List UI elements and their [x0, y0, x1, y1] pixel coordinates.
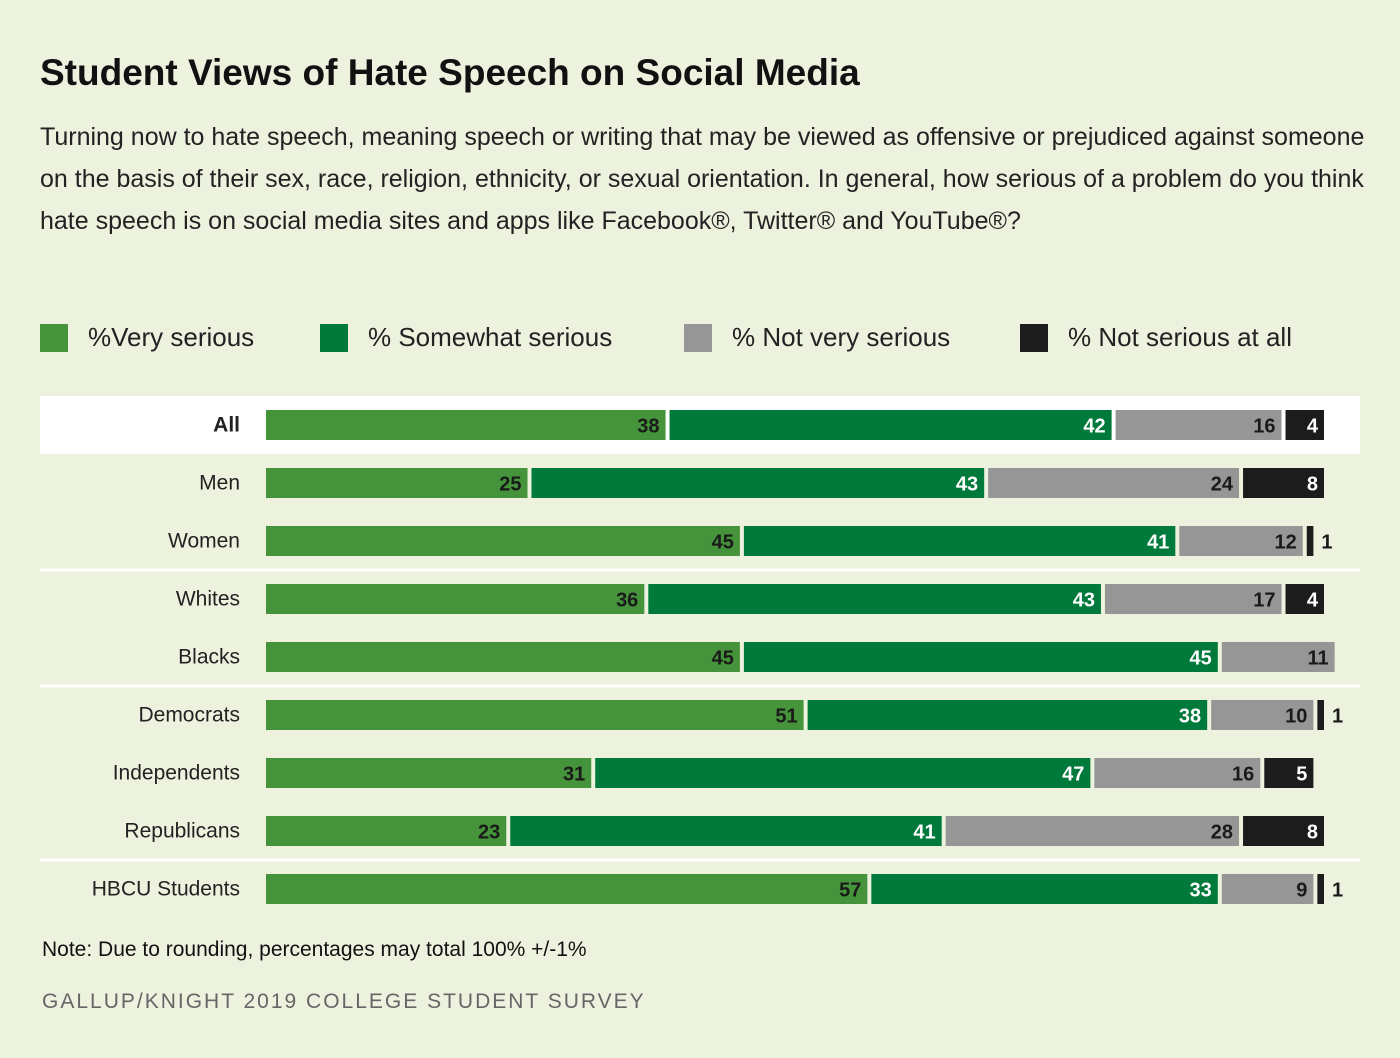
value-label: 43 — [956, 473, 978, 495]
value-label: 10 — [1285, 705, 1307, 727]
bar-segment — [1221, 874, 1314, 904]
bar-segment — [945, 816, 1240, 846]
bar-segment — [743, 642, 1218, 672]
value-label: 45 — [712, 531, 734, 553]
category-label: Republicans — [124, 820, 240, 843]
category-label: Women — [168, 530, 240, 553]
bar-segment — [266, 468, 528, 498]
bar-segment — [1285, 584, 1324, 614]
category-label: Independents — [113, 762, 240, 785]
bar-segment — [988, 468, 1240, 498]
value-label: 43 — [1073, 589, 1095, 611]
bar-segment — [1317, 700, 1324, 730]
category-label: Democrats — [138, 704, 240, 727]
category-label: All — [213, 414, 240, 437]
value-label: 25 — [499, 473, 521, 495]
note: Note: Due to rounding, percentages may t… — [42, 938, 587, 961]
value-label: 1 — [1332, 879, 1343, 901]
value-label: 51 — [775, 705, 797, 727]
value-label: 9 — [1296, 879, 1307, 901]
chart-title: Student Views of Hate Speech on Social M… — [40, 52, 860, 93]
bar-segment — [648, 584, 1101, 614]
value-label: 45 — [712, 647, 734, 669]
value-label: 4 — [1307, 589, 1319, 611]
value-label: 38 — [637, 415, 659, 437]
bar-segment — [1317, 874, 1324, 904]
bar-segment — [266, 758, 592, 788]
value-label: 38 — [1179, 705, 1201, 727]
value-label: 11 — [1307, 647, 1328, 669]
legend-label: %Very serious — [88, 322, 254, 352]
bar-segment — [266, 874, 868, 904]
category-label: Men — [199, 472, 240, 495]
bar-segment — [743, 526, 1176, 556]
bar-segment — [266, 410, 666, 440]
bar-segment — [871, 874, 1218, 904]
bar-segment — [1221, 642, 1335, 672]
value-label: 16 — [1232, 763, 1254, 785]
category-label: Blacks — [178, 646, 240, 669]
value-label: 8 — [1307, 473, 1318, 495]
value-label: 16 — [1253, 415, 1275, 437]
value-label: 47 — [1062, 763, 1084, 785]
bar-segment — [266, 584, 645, 614]
bar-segment — [1306, 526, 1314, 556]
value-label: 31 — [563, 763, 585, 785]
value-label: 4 — [1307, 415, 1319, 437]
bar-segment — [1104, 584, 1282, 614]
bar-segment — [1264, 758, 1314, 788]
bar-segment — [266, 816, 507, 846]
value-label: 12 — [1275, 531, 1297, 553]
bar-segment — [510, 816, 942, 846]
category-label: Whites — [176, 588, 240, 611]
source: GALLUP/KNIGHT 2019 COLLEGE STUDENT SURVE… — [42, 990, 646, 1013]
value-label: 24 — [1211, 473, 1234, 495]
value-label: 28 — [1211, 821, 1233, 843]
value-label: 8 — [1307, 821, 1318, 843]
value-label: 36 — [616, 589, 638, 611]
bar-segment — [266, 700, 804, 730]
legend-label: % Not very serious — [732, 322, 950, 352]
bar-segment — [1243, 816, 1324, 846]
bar-segment — [1211, 700, 1314, 730]
bar-segment — [1179, 526, 1303, 556]
chart-subtitle: Turning now to hate speech, meaning spee… — [40, 123, 1365, 235]
value-label: 42 — [1083, 415, 1105, 437]
legend-swatch — [320, 324, 348, 352]
bar-segment — [1285, 410, 1324, 440]
legend-swatch — [1020, 324, 1048, 352]
value-label: 5 — [1296, 763, 1307, 785]
legend-label: % Somewhat serious — [368, 322, 612, 352]
bar-segment — [266, 526, 740, 556]
bar-segment — [266, 642, 740, 672]
value-label: 57 — [839, 879, 861, 901]
bar-segment — [669, 410, 1112, 440]
bar-segment — [1243, 468, 1324, 498]
value-label: 33 — [1190, 879, 1212, 901]
category-label: HBCU Students — [92, 878, 240, 901]
value-label: 45 — [1190, 647, 1212, 669]
legend-swatch — [40, 324, 68, 352]
bar-segment — [1115, 410, 1282, 440]
value-label: 1 — [1321, 531, 1332, 553]
value-label: 41 — [913, 821, 935, 843]
legend-label: % Not serious at all — [1068, 322, 1292, 352]
bar-segment — [807, 700, 1208, 730]
value-label: 23 — [478, 821, 500, 843]
value-label: 41 — [1147, 531, 1169, 553]
bar-segment — [531, 468, 985, 498]
value-label: 17 — [1253, 589, 1275, 611]
bar-segment — [595, 758, 1091, 788]
legend-swatch — [684, 324, 712, 352]
value-label: 1 — [1332, 705, 1343, 727]
bar-segment — [1094, 758, 1261, 788]
